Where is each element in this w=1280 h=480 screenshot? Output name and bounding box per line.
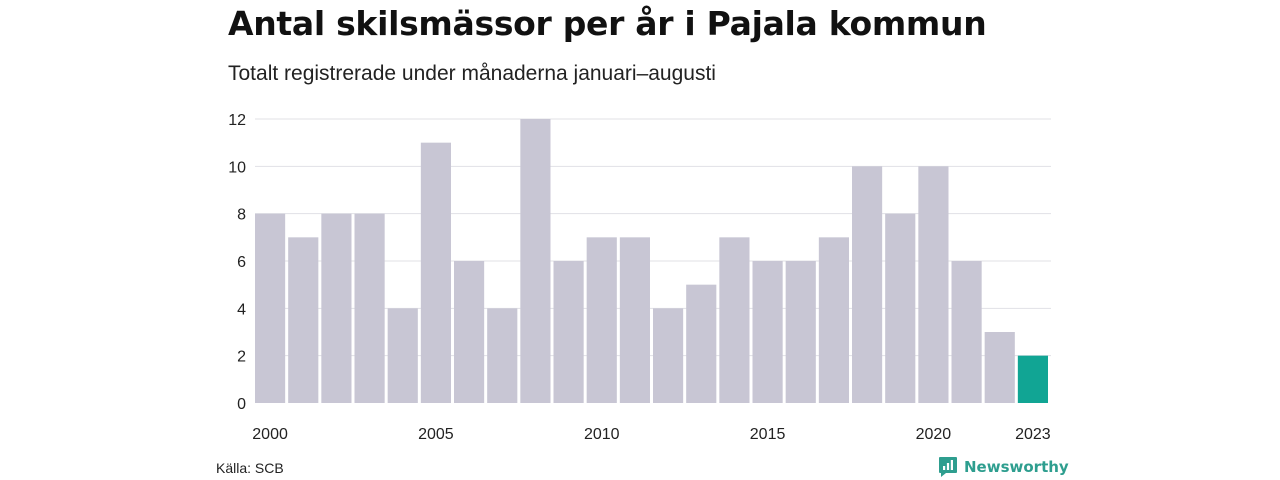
bar-2004: [387, 308, 418, 403]
x-tick-label: 2000: [252, 426, 288, 443]
bar-2018: [852, 166, 883, 403]
bar-2003: [354, 213, 385, 403]
x-tick-label: 2023: [1015, 426, 1051, 443]
x-tick-label: 2005: [418, 426, 454, 443]
bar-2015: [752, 261, 783, 403]
y-tick-label: 4: [237, 301, 246, 318]
bar-2001: [288, 237, 319, 403]
bar-2020: [918, 166, 949, 403]
bar-2000: [255, 213, 286, 403]
y-tick-label: 0: [237, 396, 246, 413]
bar-2010: [586, 237, 617, 403]
y-axis-ticks: 0 2 4 6 8 10 12: [228, 112, 246, 413]
bar-2019: [885, 213, 916, 403]
x-tick-label: 2015: [750, 426, 786, 443]
source-note: Källa: SCB: [216, 460, 284, 476]
brand-name: Newsworthy: [964, 458, 1069, 476]
newsworthy-logo-icon: [939, 457, 957, 477]
chart-subtitle: Totalt registrerade under månaderna janu…: [228, 62, 716, 85]
bar-2013: [686, 284, 717, 403]
bar-2006: [454, 261, 485, 403]
bar-2008: [520, 119, 551, 403]
bar-2021: [951, 261, 982, 403]
y-tick-label: 2: [237, 349, 246, 366]
x-tick-label: 2010: [584, 426, 620, 443]
y-tick-label: 10: [228, 159, 246, 176]
y-tick-label: 12: [228, 112, 246, 129]
bar-2023: [1017, 355, 1048, 403]
x-axis-ticks: 2000 2005 2010 2015 2020 2023: [252, 426, 1051, 443]
bar-2012: [653, 308, 684, 403]
brand-logo: Newsworthy: [938, 456, 1069, 478]
bar-2016: [785, 261, 816, 403]
bar-2014: [719, 237, 750, 403]
bar-2011: [619, 237, 650, 403]
chart-title: Antal skilsmässor per år i Pajala kommun: [228, 4, 987, 43]
bar-2007: [487, 308, 518, 403]
y-tick-label: 8: [237, 207, 246, 224]
y-tick-label: 6: [237, 254, 246, 271]
bar-2017: [818, 237, 849, 403]
bar-2002: [321, 213, 352, 403]
bar-2022: [984, 332, 1015, 403]
bar-2009: [553, 261, 584, 403]
x-tick-label: 2020: [916, 426, 952, 443]
bar-2005: [420, 142, 451, 403]
bars: [255, 119, 1048, 403]
